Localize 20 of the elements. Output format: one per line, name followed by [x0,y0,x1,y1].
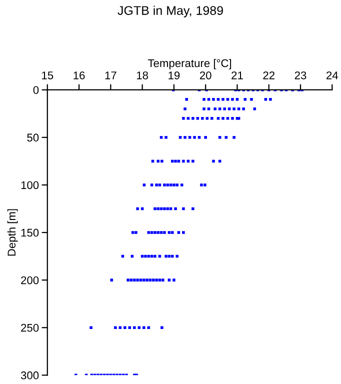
chart-title: JGTB in May, 1989 [118,6,223,18]
y-axis-title: Depth [m] [7,209,18,256]
x-tick-label: 22 [263,71,274,80]
x-tick-label: 21 [232,71,243,80]
y-tick-label: 50 [27,134,39,142]
x-tick-label: 15 [42,72,54,80]
y-tick-label: 150 [21,228,39,237]
x-tick-label: 19 [168,71,180,80]
x-tick-label: 16 [74,71,85,80]
x-tick-label: 20 [200,71,212,80]
x-tick-label: 17 [105,72,116,80]
x-tick-label: 24 [326,71,338,80]
y-tick-label: 100 [21,181,39,190]
y-tick-label: 300 [20,371,39,380]
x-tick-label: 23 [294,71,306,80]
y-tick-label: 250 [21,324,39,332]
y-tick-label: 0 [33,86,39,94]
y-tick-label: 200 [21,276,39,284]
x-axis-title: Temperature [°C] [148,58,232,70]
x-tick-label: 18 [136,71,148,80]
